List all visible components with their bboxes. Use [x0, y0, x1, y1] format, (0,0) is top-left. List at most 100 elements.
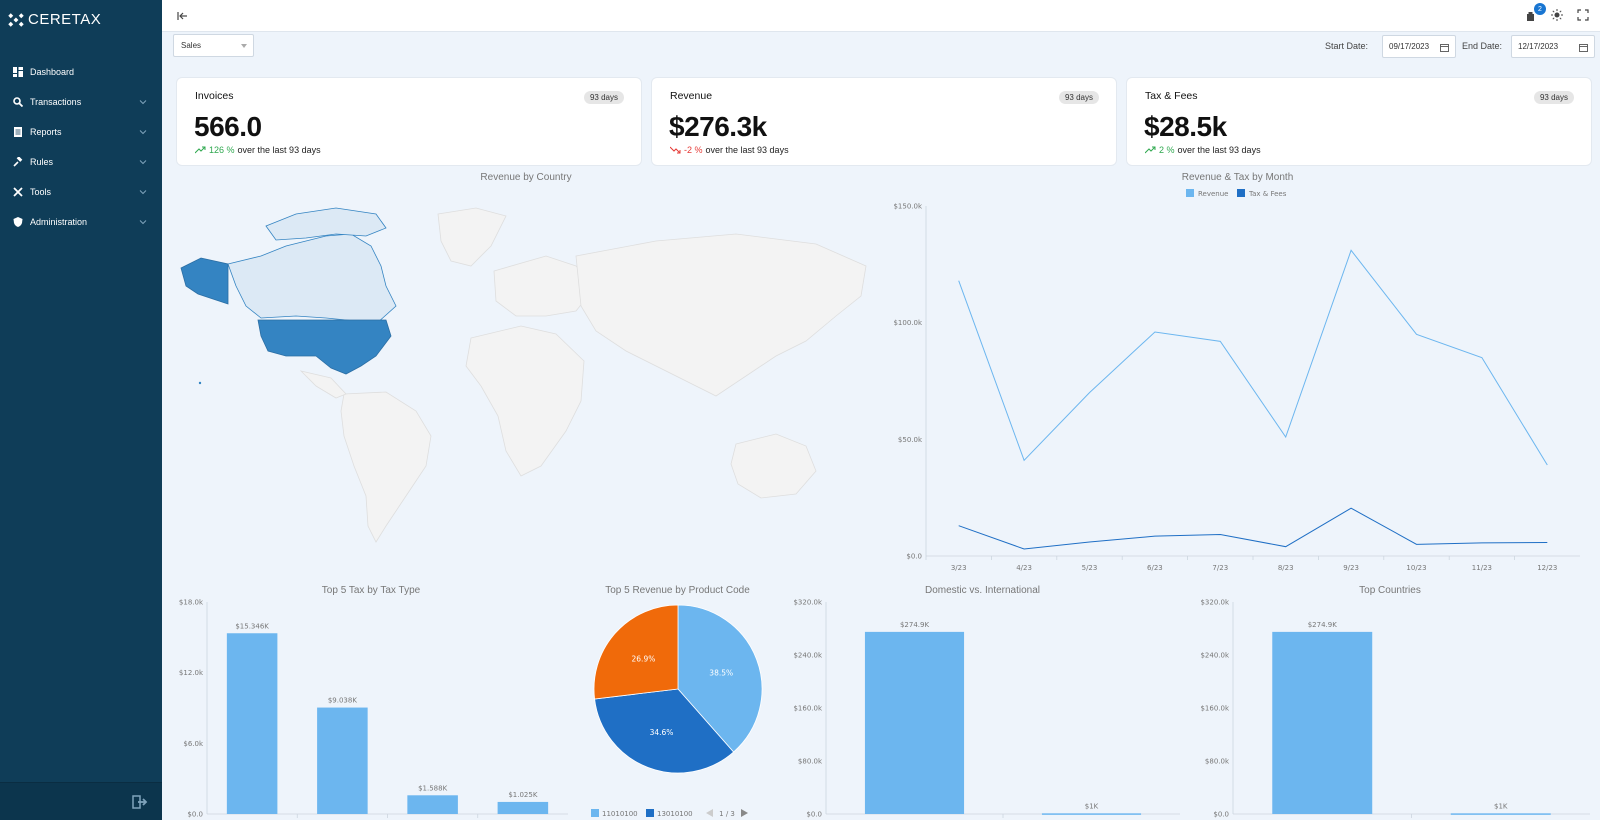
bar: [497, 801, 549, 814]
sidebar-item-label: Reports: [30, 127, 62, 137]
y-tick-label: $0.0: [906, 553, 922, 561]
kpi-title: Revenue: [670, 90, 713, 102]
bar: [1450, 813, 1551, 815]
legend-revenue-swatch: [1186, 189, 1194, 197]
kpi-trend-percent: -2 %: [684, 145, 703, 155]
pie-slice-label: 26.9%: [632, 654, 656, 663]
kpi-trend-percent: 2 %: [1159, 145, 1175, 155]
sidebar: CERETAX Dashboard Transactions Reports: [0, 0, 162, 820]
series-line-revenue: [958, 249, 1548, 466]
calendar-icon[interactable]: [1579, 43, 1588, 52]
kpi-period-badge: 93 days: [1058, 91, 1099, 104]
y-tick-label: $240.0k: [1200, 652, 1229, 660]
pie-slice: [677, 604, 763, 753]
map-south-america: [340, 391, 432, 543]
x-tick-label: 10/23: [1406, 564, 1426, 572]
top-countries-bar-chart[interactable]: $0.0 $80.0k $160.0k $240.0k $320.0k $274.9K $1…: [1190, 596, 1595, 820]
sidebar-item-transactions[interactable]: Transactions: [0, 87, 162, 117]
kpi-value: 566.0: [194, 111, 262, 142]
map-australia: [730, 433, 817, 499]
fullscreen-icon[interactable]: [1576, 8, 1590, 22]
legend-prev-icon: [706, 809, 713, 817]
bar: [407, 795, 458, 814]
kpi-trend: 2 % over the last 93 days: [1145, 145, 1261, 155]
sidebar-item-label: Administration: [30, 217, 88, 227]
chevron-down-icon: [139, 190, 147, 195]
app-name: CERETAX: [28, 11, 102, 28]
x-tick-label: 6/23: [1147, 564, 1163, 572]
map-greenland: [437, 207, 507, 267]
countries-chart-title: Top Countries: [1359, 585, 1421, 596]
y-tick-label: $6.0k: [183, 740, 204, 748]
chevron-down-icon: [139, 130, 147, 135]
notifications-button[interactable]: 2: [1524, 3, 1546, 22]
start-date-input[interactable]: 09/17/2023: [1382, 35, 1456, 58]
theme-toggle-icon[interactable]: [1550, 8, 1564, 22]
map-central-america: [299, 370, 347, 399]
dashboard-icon: [12, 66, 24, 78]
chevron-down-icon: [139, 160, 147, 165]
kpi-trend-text: over the last 93 days: [705, 145, 789, 155]
caret-down-icon: [241, 44, 247, 48]
kpi-trend-text: over the last 93 days: [237, 145, 321, 155]
calendar-icon[interactable]: [1440, 43, 1449, 52]
start-date-value: 09/17/2023: [1389, 42, 1430, 51]
x-tick-label: 3/23: [951, 564, 967, 572]
sidebar-item-rules[interactable]: Rules: [0, 147, 162, 177]
bar-value-label: $274.9K: [1308, 621, 1337, 629]
sidebar-footer: [0, 782, 162, 820]
line-chart-title: Revenue & Tax by Month: [1181, 172, 1294, 183]
gavel-icon: [12, 156, 24, 168]
end-date-value: 12/17/2023: [1518, 42, 1559, 51]
end-date-input[interactable]: 12/17/2023: [1511, 35, 1595, 58]
y-tick-label: $160.0k: [1200, 705, 1229, 713]
logout-icon[interactable]: [132, 795, 148, 809]
chevron-down-icon: [139, 220, 147, 225]
y-tick-label: $320.0k: [1200, 599, 1229, 607]
transaction-type-select[interactable]: Sales: [173, 34, 254, 57]
sidebar-item-label: Transactions: [30, 97, 82, 107]
kpi-value: $28.5k: [1144, 111, 1227, 142]
app-logo[interactable]: CERETAX: [8, 11, 101, 28]
world-map[interactable]: [176, 206, 876, 551]
bar-value-label: $1K: [1494, 802, 1508, 810]
kpi-title: Tax & Fees: [1145, 90, 1198, 102]
start-date-label: Start Date:: [1325, 41, 1369, 51]
sidebar-item-reports[interactable]: Reports: [0, 117, 162, 147]
x-tick-label: 8/23: [1278, 564, 1294, 572]
sidebar-item-label: Rules: [30, 157, 54, 167]
pie-slice-label: 38.5%: [709, 669, 733, 678]
y-tick-label: $0.0: [806, 811, 822, 819]
domestic-international-bar-chart[interactable]: $0.0 $80.0k $160.0k $240.0k $320.0k $274.9K $1…: [785, 596, 1185, 820]
sidebar-item-dashboard[interactable]: Dashboard: [0, 57, 162, 87]
legend-tax-swatch: [1237, 189, 1245, 197]
product-code-pie-chart[interactable]: 38.5% 34.6% 26.9% 11010100 13010100 1 / 3: [575, 596, 780, 820]
bar-value-label: $9.038K: [328, 697, 357, 705]
y-tick-label: $80.0k: [1205, 758, 1230, 766]
tax-type-bar-chart[interactable]: $0.0 $6.0k $12.0k $18.0k $15.346K $9.038K $1.5…: [176, 596, 576, 820]
trend-down-icon: [670, 146, 681, 154]
x-tick-label: 4/23: [1016, 564, 1032, 572]
bar: [864, 631, 965, 814]
kpi-card-revenue: Revenue 93 days $276.3k -2 % over the la…: [651, 77, 1117, 166]
y-tick-label: $0.0: [1213, 811, 1229, 819]
collapse-sidebar-icon[interactable]: [176, 9, 190, 23]
end-date-label: End Date:: [1462, 41, 1503, 51]
revenue-tax-line-chart[interactable]: Revenue Tax & Fees $0.0 $50.0k $100.0k $150…: [880, 186, 1595, 576]
trend-up-icon: [195, 146, 206, 154]
legend-tax-label: Tax & Fees: [1248, 190, 1287, 198]
bar: [1041, 813, 1142, 815]
y-tick-label: $12.0k: [179, 669, 204, 677]
domestic-chart-title: Domestic vs. International: [924, 585, 1041, 596]
kpi-card-tax-fees: Tax & Fees 93 days $28.5k 2 % over the l…: [1126, 77, 1592, 166]
top-actions: 2: [1524, 3, 1590, 22]
y-tick-label: $18.0k: [179, 599, 204, 607]
legend-label: 11010100: [602, 810, 638, 818]
y-tick-label: $80.0k: [798, 758, 823, 766]
sidebar-item-tools[interactable]: Tools: [0, 177, 162, 207]
y-tick-label: $50.0k: [898, 436, 923, 444]
sidebar-item-administration[interactable]: Administration: [0, 207, 162, 237]
y-tick-label: $150.0k: [893, 203, 922, 211]
bar-value-label: $1K: [1085, 802, 1099, 810]
pie-slice: [594, 688, 735, 774]
